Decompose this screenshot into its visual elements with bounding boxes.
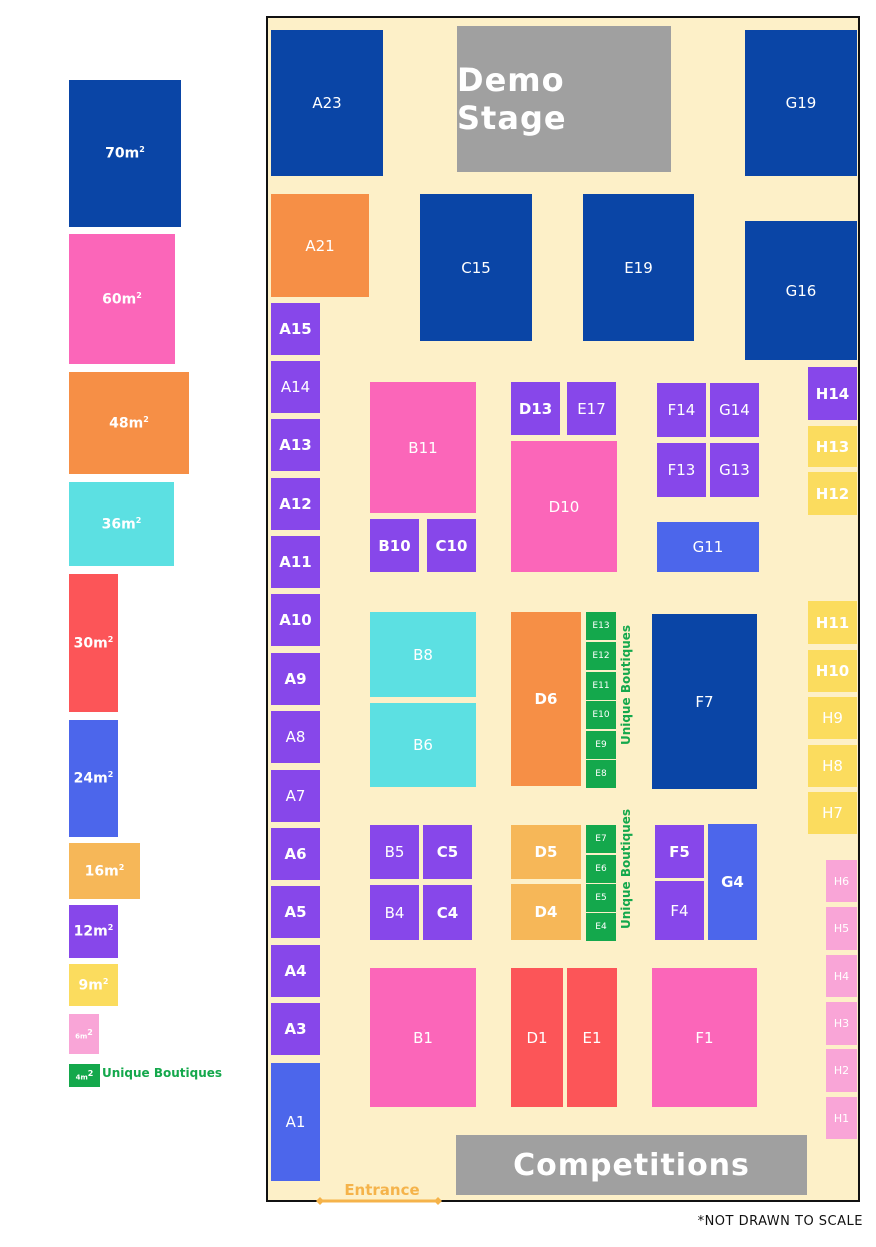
booth-h10[interactable]: H10 (808, 650, 857, 692)
booth-g14[interactable]: G14 (710, 383, 759, 437)
booth-h4[interactable]: H4 (826, 955, 857, 997)
booth-b5[interactable]: B5 (370, 825, 419, 879)
booth-e7[interactable]: E7 (586, 825, 616, 853)
booth-f5[interactable]: F5 (655, 825, 704, 878)
legend-swatch-60m: 60m2 (69, 234, 175, 364)
booth-d5[interactable]: D5 (511, 825, 581, 879)
legend-boutique-label: Unique Boutiques (102, 1066, 223, 1080)
booth-f14[interactable]: F14 (657, 383, 706, 437)
legend-swatch-30m: 30m2 (69, 574, 118, 712)
legend-swatch-36m: 36m2 (69, 482, 174, 566)
legend-swatch-16m: 16m2 (69, 843, 140, 899)
booth-f13[interactable]: F13 (657, 443, 706, 497)
booth-b1[interactable]: B1 (370, 968, 476, 1107)
legend-swatch-6m: 6m2 (69, 1014, 99, 1054)
booth-b11[interactable]: B11 (370, 382, 476, 513)
booth-c4[interactable]: C4 (423, 885, 472, 940)
boutique-label-upper: Unique Boutiques (619, 624, 633, 745)
booth-a13[interactable]: A13 (271, 419, 320, 471)
booth-e10[interactable]: E10 (586, 701, 616, 729)
legend-swatch-12m: 12m2 (69, 905, 118, 958)
booth-e17[interactable]: E17 (567, 382, 616, 435)
booth-a11[interactable]: A11 (271, 536, 320, 588)
booth-c10[interactable]: C10 (427, 519, 476, 572)
booth-a6[interactable]: A6 (271, 828, 320, 880)
booth-g16[interactable]: G16 (745, 221, 857, 360)
booth-a14[interactable]: A14 (271, 361, 320, 413)
booth-a21[interactable]: A21 (271, 194, 369, 297)
booth-e12[interactable]: E12 (586, 642, 616, 670)
booth-d4[interactable]: D4 (511, 884, 581, 940)
booth-e8[interactable]: E8 (586, 760, 616, 788)
booth-a4[interactable]: A4 (271, 945, 320, 997)
entrance-label: Entrance (344, 1181, 420, 1199)
legend-swatch-9m: 9m2 (69, 964, 118, 1006)
booth-h9[interactable]: H9 (808, 697, 857, 739)
booth-h8[interactable]: H8 (808, 745, 857, 787)
booth-d6[interactable]: D6 (511, 612, 581, 786)
booth-a23[interactable]: A23 (271, 30, 383, 176)
booth-b10[interactable]: B10 (370, 519, 419, 572)
booth-a5[interactable]: A5 (271, 886, 320, 938)
booth-e1[interactable]: E1 (567, 968, 617, 1107)
legend-swatch-70m: 70m2 (69, 80, 181, 227)
booth-b4[interactable]: B4 (370, 885, 419, 940)
booth-f4[interactable]: F4 (655, 881, 704, 940)
booth-h5[interactable]: H5 (826, 907, 857, 950)
booth-h6[interactable]: H6 (826, 860, 857, 902)
booth-b8[interactable]: B8 (370, 612, 476, 697)
booth-g4[interactable]: G4 (708, 824, 757, 940)
booth-f1[interactable]: F1 (652, 968, 757, 1107)
booth-e4[interactable]: E4 (586, 913, 616, 941)
booth-d13[interactable]: D13 (511, 382, 560, 435)
booth-d1[interactable]: D1 (511, 968, 563, 1107)
booth-a7[interactable]: A7 (271, 770, 320, 822)
legend-swatch-24m: 24m2 (69, 720, 118, 837)
scale-note: *NOT DRAWN TO SCALE (697, 1214, 863, 1229)
booth-c15[interactable]: C15 (420, 194, 532, 341)
booth-a1[interactable]: A1 (271, 1063, 320, 1181)
legend-swatch-4m: 4m2 (69, 1064, 100, 1087)
booth-a9[interactable]: A9 (271, 653, 320, 705)
booth-h12[interactable]: H12 (808, 472, 857, 515)
booth-e6[interactable]: E6 (586, 855, 616, 883)
booth-a10[interactable]: A10 (271, 594, 320, 646)
booth-h2[interactable]: H2 (826, 1049, 857, 1092)
booth-h3[interactable]: H3 (826, 1002, 857, 1045)
booth-e19[interactable]: E19 (583, 194, 694, 341)
booth-e11[interactable]: E11 (586, 672, 616, 700)
booth-h7[interactable]: H7 (808, 792, 857, 834)
booth-e13[interactable]: E13 (586, 612, 616, 640)
booth-h11[interactable]: H11 (808, 601, 857, 644)
demo-stage[interactable]: Demo Stage (457, 26, 671, 172)
booth-a12[interactable]: A12 (271, 478, 320, 530)
booth-a8[interactable]: A8 (271, 711, 320, 763)
booth-e9[interactable]: E9 (586, 731, 616, 759)
booth-g19[interactable]: G19 (745, 30, 857, 176)
booth-g13[interactable]: G13 (710, 443, 759, 497)
booth-a15[interactable]: A15 (271, 303, 320, 355)
booth-e5[interactable]: E5 (586, 884, 616, 912)
booth-h13[interactable]: H13 (808, 426, 857, 467)
booth-g11[interactable]: G11 (657, 522, 759, 572)
booth-f7[interactable]: F7 (652, 614, 757, 789)
legend-swatch-48m: 48m2 (69, 372, 189, 474)
booth-b6[interactable]: B6 (370, 703, 476, 787)
booth-h1[interactable]: H1 (826, 1097, 857, 1139)
boutique-label-lower: Unique Boutiques (619, 808, 633, 929)
booth-c5[interactable]: C5 (423, 825, 472, 879)
booth-a3[interactable]: A3 (271, 1003, 320, 1055)
entrance-marker (316, 1197, 442, 1205)
booth-d10[interactable]: D10 (511, 441, 617, 572)
booth-h14[interactable]: H14 (808, 367, 857, 420)
competitions-area[interactable]: Competitions (456, 1135, 807, 1195)
